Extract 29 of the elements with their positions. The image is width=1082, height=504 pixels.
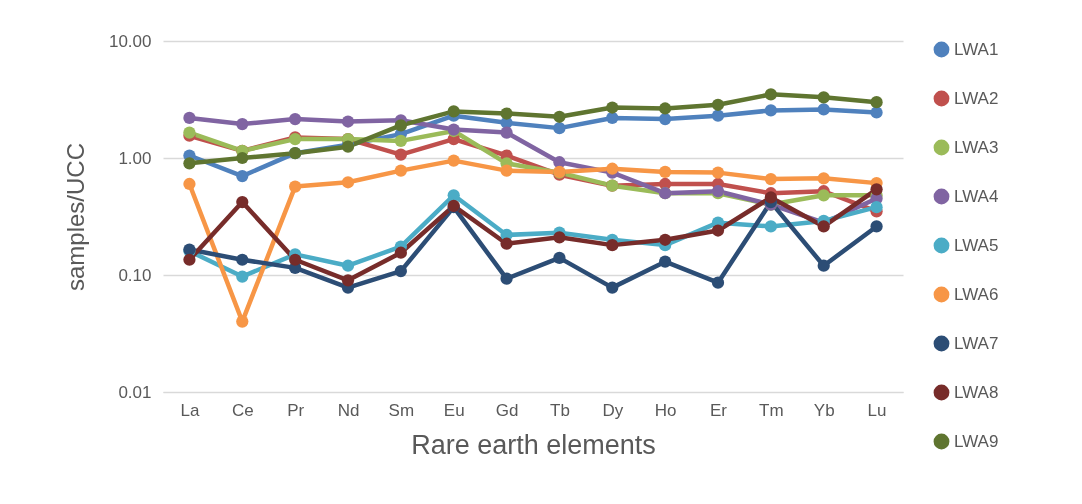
legend-label: LWA3 [954, 137, 999, 157]
legend-label: LWA5 [954, 235, 999, 255]
legend-label: LWA1 [954, 39, 999, 59]
y-tick-label: 1.00 [118, 148, 152, 168]
x-tick-label: Dy [602, 400, 624, 420]
x-tick-label: La [180, 400, 200, 420]
legend-label: LWA7 [954, 333, 999, 353]
x-tick-label: Eu [443, 400, 465, 420]
legend-label: LWA8 [954, 382, 999, 402]
x-tick-label: Gd [495, 400, 519, 420]
x-tick-label: Lu [867, 400, 887, 420]
y-tick-label: 10.00 [108, 31, 152, 51]
legend-label: LWA6 [954, 284, 999, 304]
x-axis-title: Rare earth elements [411, 429, 656, 460]
legend-label: LWA4 [954, 186, 999, 206]
y-tick-label: 0.01 [118, 382, 152, 402]
y-tick-label: 0.10 [118, 265, 152, 285]
x-tick-label: Tb [550, 400, 570, 420]
legend-label: LWA9 [954, 431, 999, 451]
x-tick-label: Ho [654, 400, 677, 420]
legend-label: LWA2 [954, 88, 999, 108]
x-tick-label: Pr [287, 400, 305, 420]
x-tick-label: Sm [388, 400, 415, 420]
x-tick-label: Ce [231, 400, 254, 420]
x-tick-label: Tm [759, 400, 784, 420]
x-tick-label: Nd [337, 400, 360, 420]
x-tick-label: Er [710, 400, 728, 420]
x-tick-label: Yb [813, 400, 835, 420]
y-axis-title: samples/UCC [61, 142, 89, 292]
